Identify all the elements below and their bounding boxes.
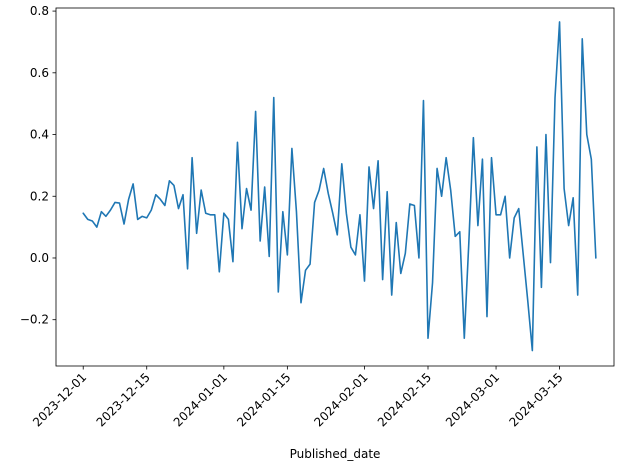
series-line <box>82 21 597 352</box>
y-tick-label: −0.2 <box>20 313 49 327</box>
y-tick-label: 0.6 <box>30 66 49 80</box>
y-tick-label: 0.2 <box>30 189 49 203</box>
y-tick-label: 0.4 <box>30 128 49 142</box>
x-axis-title: Published_date <box>290 447 381 461</box>
y-tick-label: 0.0 <box>30 251 49 265</box>
axes-frame <box>55 7 615 367</box>
y-tick-label: 0.8 <box>30 4 49 18</box>
